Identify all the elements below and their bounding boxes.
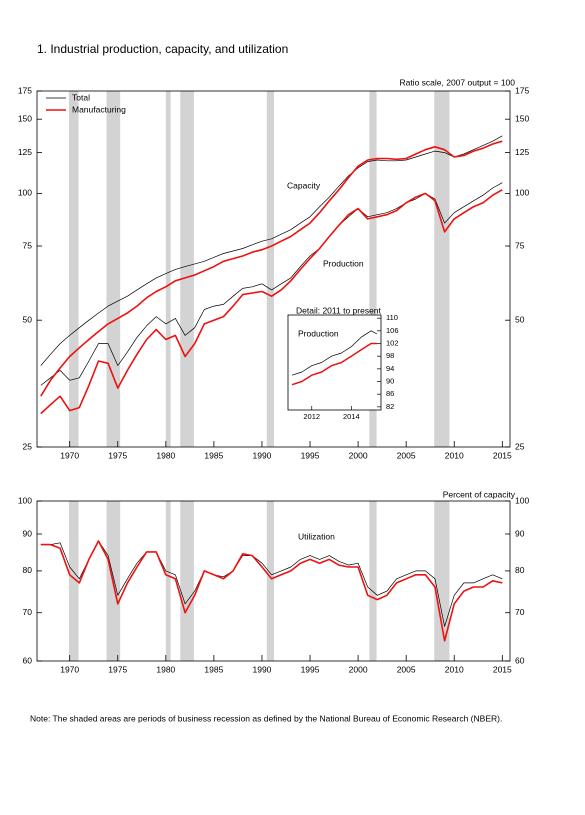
inset-x-tick-label: 2014 (343, 412, 360, 421)
note: Note: The shaded areas are periods of bu… (30, 713, 502, 723)
x-tick-label: 1980 (156, 664, 175, 674)
y-tick-label: 70 (23, 607, 33, 617)
inset-x-tick-label: 2012 (303, 412, 320, 421)
x-tick-label: 1995 (301, 664, 320, 674)
inset-y-tick-label: 106 (386, 326, 399, 335)
recession-band (68, 501, 79, 661)
x-tick-label: 2010 (445, 664, 464, 674)
y-tick-label: 100 (18, 188, 32, 198)
y-tick-label: 90 (23, 528, 33, 538)
recession-band (165, 91, 171, 447)
recession-band (266, 91, 274, 447)
recession-band (165, 501, 171, 661)
y-tick-label-right: 25 (515, 441, 525, 451)
recession-band (369, 501, 377, 661)
inset-y-tick-label: 98 (386, 351, 394, 360)
inset-y-tick-label: 90 (386, 376, 394, 385)
y-tick-label-right: 175 (515, 85, 529, 95)
recession-band (68, 91, 79, 447)
legend-label: Total (72, 92, 90, 102)
inset-y-tick-label: 102 (386, 338, 399, 347)
inset-label: Production (298, 328, 339, 338)
data-line (40, 540, 503, 627)
recession-band (434, 91, 450, 447)
subtitle: Ratio scale, 2007 output = 100 (399, 77, 515, 87)
y-tick-label-right: 100 (515, 495, 529, 505)
recession-band (180, 501, 194, 661)
y-tick-label-right: 75 (515, 240, 525, 250)
x-tick-label: 2005 (397, 664, 416, 674)
x-tick-label: 2010 (445, 450, 464, 460)
y-tick-label-right: 150 (515, 113, 529, 123)
recession-band (266, 501, 274, 661)
y-tick-label-right: 90 (515, 528, 525, 538)
chart-title: 1. Industrial production, capacity, and … (37, 42, 288, 56)
plot-frame (36, 500, 511, 662)
x-tick-label: 1985 (204, 664, 223, 674)
inset-frame (287, 314, 382, 411)
inset-y-tick-label: 86 (386, 389, 394, 398)
x-tick-label: 1985 (204, 450, 223, 460)
recession-band (106, 91, 121, 447)
x-tick-label: 2005 (397, 450, 416, 460)
data-line (40, 135, 503, 366)
y-tick-label-right: 100 (515, 188, 529, 198)
y-tick-label: 25 (23, 441, 33, 451)
x-tick-label: 1995 (301, 450, 320, 460)
y-tick-label: 125 (18, 147, 32, 157)
y-tick-label: 75 (23, 240, 33, 250)
plot-frame (36, 90, 511, 448)
annotation: Capacity (287, 180, 321, 190)
data-line (291, 342, 377, 386)
x-tick-label: 1990 (253, 450, 272, 460)
inset-y-tick-label: 110 (386, 313, 398, 322)
x-tick-label: 1970 (60, 664, 79, 674)
data-line (40, 540, 503, 642)
legend-label: Manufacturing (72, 104, 126, 114)
y-tick-label: 60 (23, 655, 33, 665)
data-line (40, 140, 503, 397)
annotation: Utilization (298, 531, 335, 541)
x-tick-label: 1990 (253, 664, 272, 674)
annotation: Production (323, 258, 364, 268)
x-tick-label: 1975 (108, 450, 127, 460)
recession-band (180, 91, 194, 447)
y-tick-label-right: 70 (515, 607, 525, 617)
y-tick-label: 50 (23, 314, 33, 324)
subtitle: Percent of capacity (443, 489, 516, 499)
data-line (291, 330, 378, 376)
recession-band (434, 501, 450, 661)
x-tick-label: 2015 (493, 664, 512, 674)
x-tick-label: 1980 (156, 450, 175, 460)
y-tick-label-right: 80 (515, 565, 525, 575)
x-tick-label: 2015 (493, 450, 512, 460)
x-tick-label: 2000 (349, 664, 368, 674)
y-tick-label: 100 (18, 495, 32, 505)
inset-y-tick-label: 94 (386, 364, 394, 373)
x-tick-label: 1975 (108, 664, 127, 674)
x-tick-label: 1970 (60, 450, 79, 460)
y-tick-label: 80 (23, 565, 33, 575)
y-tick-label: 175 (18, 85, 32, 95)
y-tick-label: 150 (18, 113, 32, 123)
data-line (40, 189, 503, 415)
y-tick-label-right: 60 (515, 655, 525, 665)
x-tick-label: 2000 (349, 450, 368, 460)
y-tick-label-right: 50 (515, 314, 525, 324)
inset-title: Detail: 2011 to present (296, 305, 382, 315)
y-tick-label-right: 125 (515, 147, 529, 157)
recession-band (369, 91, 377, 447)
inset-y-tick-label: 82 (386, 402, 394, 411)
